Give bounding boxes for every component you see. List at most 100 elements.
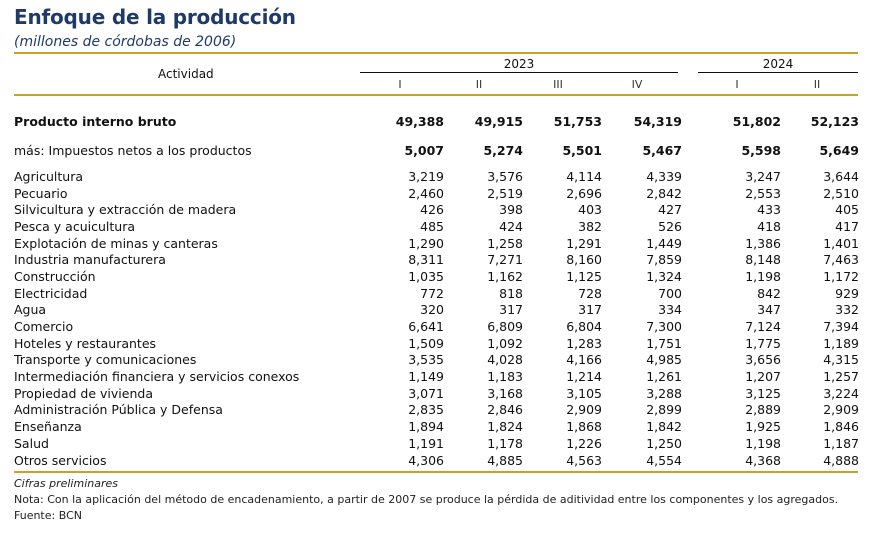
year-2023-header: 2023 bbox=[503, 57, 535, 71]
cell-value: 5,501 bbox=[562, 143, 602, 158]
cell-value: 1,846 bbox=[823, 419, 859, 435]
cell-value: 1,824 bbox=[487, 419, 523, 435]
cell-value: 3,224 bbox=[823, 385, 859, 401]
row-label: Construcción bbox=[14, 268, 96, 284]
cell-value: 3,656 bbox=[745, 352, 781, 368]
cell-value: 433 bbox=[757, 202, 781, 218]
row-label: Hoteles y restaurantes bbox=[14, 335, 157, 351]
table-row: Producto interno bruto 49,388 49,915 51,… bbox=[14, 114, 859, 129]
cell-value: 1,925 bbox=[745, 419, 781, 435]
cell-value: 1,183 bbox=[487, 369, 523, 385]
quarter-header: III bbox=[553, 78, 563, 91]
cell-value: 317 bbox=[578, 302, 602, 318]
cell-value: 3,288 bbox=[646, 385, 682, 401]
cell-value: 1,178 bbox=[487, 435, 523, 451]
cell-value: 4,985 bbox=[646, 352, 682, 368]
cell-value: 424 bbox=[499, 218, 523, 234]
table-row: Otros servicios 4,306 4,885 4,563 4,554 4,368… bbox=[14, 452, 859, 469]
note-source: Fuente: BCN bbox=[14, 509, 82, 522]
cell-value: 3,535 bbox=[408, 352, 444, 368]
row-label: Industria manufacturera bbox=[14, 252, 166, 268]
cell-value: 3,125 bbox=[745, 385, 781, 401]
cell-value: 1,894 bbox=[408, 419, 444, 435]
table-row: Enseñanza 1,894 1,824 1,868 1,842 1,925 1,846 bbox=[14, 418, 859, 435]
table-row: Salud 1,191 1,178 1,226 1,250 1,198 1,187 bbox=[14, 435, 859, 452]
table-row: Agricultura 3,219 3,576 4,114 4,339 3,247 3,64… bbox=[14, 168, 859, 185]
note-method: Nota: Con la aplicación del método de en… bbox=[14, 493, 839, 506]
cell-value: 4,114 bbox=[566, 168, 602, 184]
cell-value: 4,554 bbox=[646, 452, 682, 468]
activity-header: Actividad bbox=[158, 67, 214, 81]
cell-value: 2,460 bbox=[408, 185, 444, 201]
table-row: Comercio 6,641 6,809 6,804 7,300 7,124 7,394 bbox=[14, 318, 859, 335]
cell-value: 842 bbox=[757, 285, 781, 301]
cell-value: 4,563 bbox=[566, 452, 602, 468]
year-2024-header: 2024 bbox=[762, 57, 794, 71]
cell-value: 3,071 bbox=[408, 385, 444, 401]
header-bottom-rule bbox=[14, 94, 858, 96]
row-label: Pesca y acuicultura bbox=[14, 218, 135, 234]
cell-value: 8,311 bbox=[408, 252, 444, 268]
table-row: Intermediación financiera y servicios co… bbox=[14, 368, 859, 385]
table-row: Silvicultura y extracción de madera 426 39… bbox=[14, 201, 859, 218]
cell-value: 1,751 bbox=[646, 335, 682, 351]
taxes-table: más: Impuestos netos a los productos 5,0… bbox=[14, 143, 859, 158]
cell-value: 403 bbox=[578, 202, 602, 218]
cell-value: 427 bbox=[658, 202, 682, 218]
cell-value: 3,644 bbox=[823, 168, 859, 184]
cell-value: 334 bbox=[658, 302, 682, 318]
cell-value: 398 bbox=[499, 202, 523, 218]
cell-value: 1,842 bbox=[646, 419, 682, 435]
cell-value: 51,753 bbox=[553, 114, 602, 129]
cell-value: 2,696 bbox=[566, 185, 602, 201]
table-row: Transporte y comunicaciones 3,535 4,028 4,1… bbox=[14, 352, 859, 369]
cell-value: 7,271 bbox=[487, 252, 523, 268]
table-row: Industria manufacturera 8,311 7,271 8,160 7,… bbox=[14, 251, 859, 268]
cell-value: 7,124 bbox=[745, 319, 781, 335]
cell-value: 4,368 bbox=[745, 452, 781, 468]
cell-value: 1,291 bbox=[566, 235, 602, 251]
cell-value: 1,189 bbox=[823, 335, 859, 351]
row-label: Agricultura bbox=[14, 168, 83, 184]
row-label: Explotación de minas y canteras bbox=[14, 235, 218, 251]
cell-value: 1,162 bbox=[487, 268, 523, 284]
cell-value: 7,394 bbox=[823, 319, 859, 335]
row-label: Otros servicios bbox=[14, 452, 107, 468]
cell-value: 1,207 bbox=[745, 369, 781, 385]
gdp-table: Producto interno bruto 49,388 49,915 51,… bbox=[14, 114, 859, 129]
top-rule bbox=[14, 52, 858, 54]
cell-value: 426 bbox=[420, 202, 444, 218]
cell-value: 3,168 bbox=[487, 385, 523, 401]
row-label: Producto interno bruto bbox=[14, 114, 177, 129]
row-label: Transporte y comunicaciones bbox=[14, 352, 197, 368]
cell-value: 49,388 bbox=[395, 114, 444, 129]
quarter-header: II bbox=[475, 78, 483, 91]
cell-value: 1,868 bbox=[566, 419, 602, 435]
row-label: Enseñanza bbox=[14, 419, 82, 435]
cell-value: 3,105 bbox=[566, 385, 602, 401]
cell-value: 7,300 bbox=[646, 319, 682, 335]
cell-value: 4,888 bbox=[823, 452, 859, 468]
cell-value: 8,148 bbox=[745, 252, 781, 268]
cell-value: 1,198 bbox=[745, 435, 781, 451]
year-2023-underline bbox=[360, 72, 678, 73]
cell-value: 5,649 bbox=[819, 143, 859, 158]
cell-value: 320 bbox=[420, 302, 444, 318]
cell-value: 1,283 bbox=[566, 335, 602, 351]
cell-value: 4,885 bbox=[487, 452, 523, 468]
table-row: Agua 320 317 317 334 347 332 bbox=[14, 302, 859, 319]
table-row: Pecuario 2,460 2,519 2,696 2,842 2,553 2,510 bbox=[14, 185, 859, 202]
cell-value: 317 bbox=[499, 302, 523, 318]
row-label: Agua bbox=[14, 302, 47, 318]
row-label: Electricidad bbox=[14, 285, 88, 301]
cell-value: 4,315 bbox=[823, 352, 859, 368]
cell-value: 1,187 bbox=[823, 435, 859, 451]
cell-value: 1,092 bbox=[487, 335, 523, 351]
cell-value: 418 bbox=[757, 218, 781, 234]
cell-value: 8,160 bbox=[566, 252, 602, 268]
cell-value: 4,339 bbox=[646, 168, 682, 184]
cell-value: 1,214 bbox=[566, 369, 602, 385]
cell-value: 3,247 bbox=[745, 168, 781, 184]
page-subtitle: (millones de córdobas de 2006) bbox=[14, 34, 237, 50]
cell-value: 5,598 bbox=[741, 143, 781, 158]
